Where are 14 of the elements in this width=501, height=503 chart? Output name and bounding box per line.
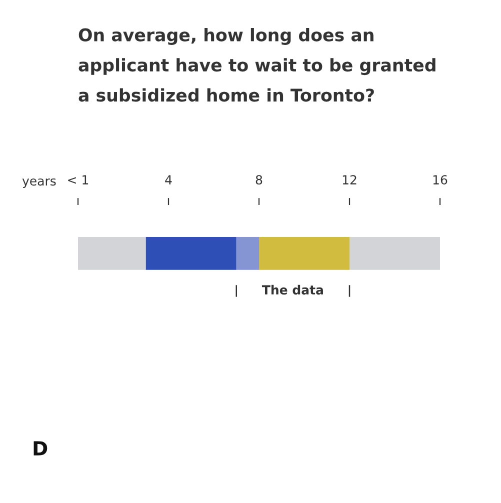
x-axis-title: years — [22, 178, 56, 188]
text: The data — [262, 284, 323, 295]
x-tick-label: < 1 — [68, 175, 88, 184]
text: D — [34, 441, 48, 456]
bar — [146, 236, 236, 270]
bar — [78, 236, 146, 270]
bar — [350, 236, 440, 270]
x-tick-label: 16 — [433, 175, 448, 185]
x-tick-label: 12 — [342, 175, 356, 184]
x-tick-label: 8 — [256, 175, 262, 185]
x-tick-label: 4 — [165, 175, 172, 184]
chart-title: On average, how long does an applicant have to wait to be granted a subsidized home in Toronto? — [78, 28, 436, 102]
bar — [259, 236, 350, 270]
bar — [236, 236, 259, 270]
